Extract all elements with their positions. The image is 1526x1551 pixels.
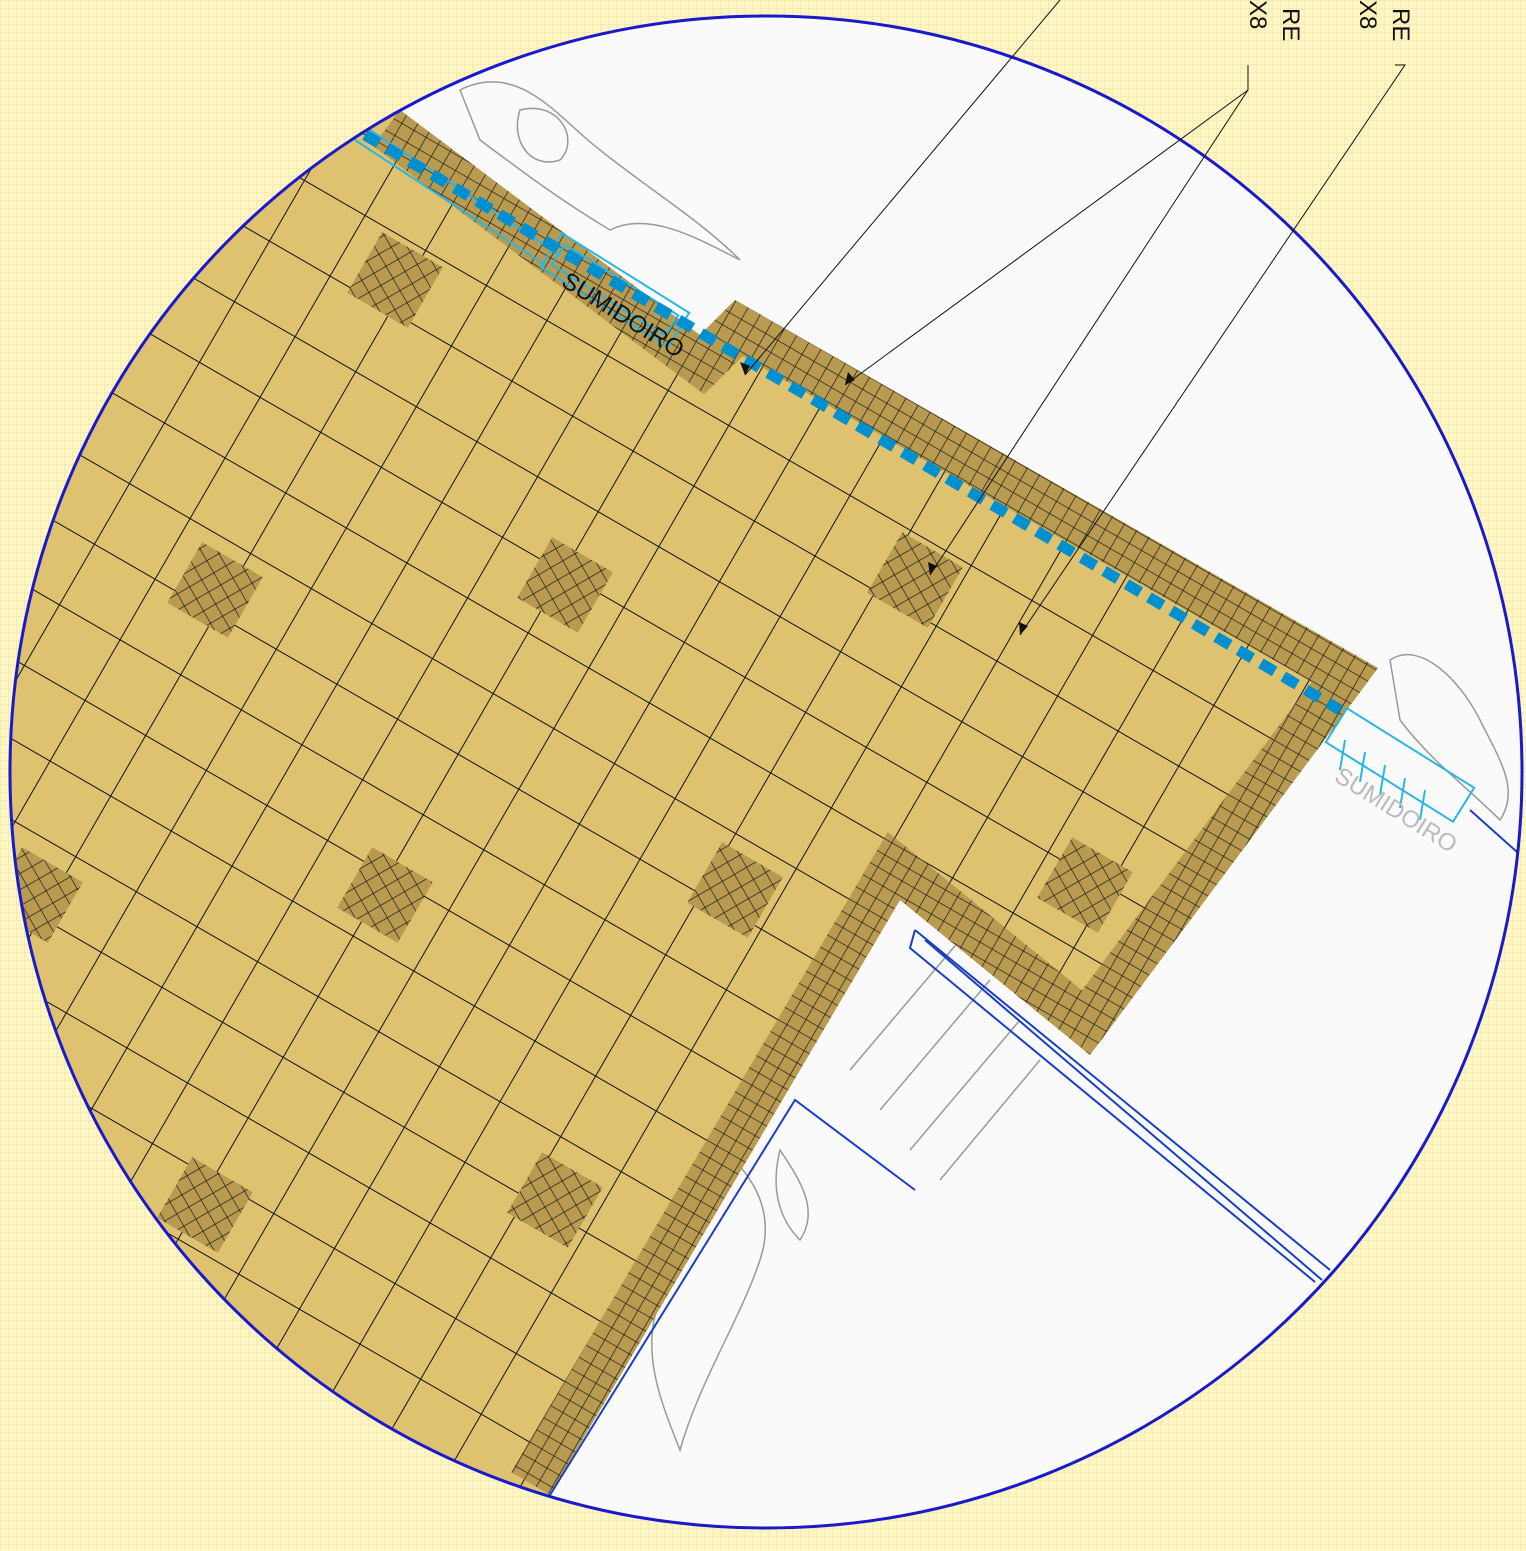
arrowheads [740,362,1028,635]
leader-lines [744,0,1406,636]
drain-pipe [362,130,1343,715]
annotation: X8 [1354,0,1381,29]
annotations: RE X8 RE X8 [1244,0,1414,41]
kerbs [549,809,1522,1496]
detail-circle [8,14,1524,1530]
annotation: RE [1277,8,1304,41]
annotation: RE [1387,8,1414,41]
annotation: X8 [1244,0,1271,29]
